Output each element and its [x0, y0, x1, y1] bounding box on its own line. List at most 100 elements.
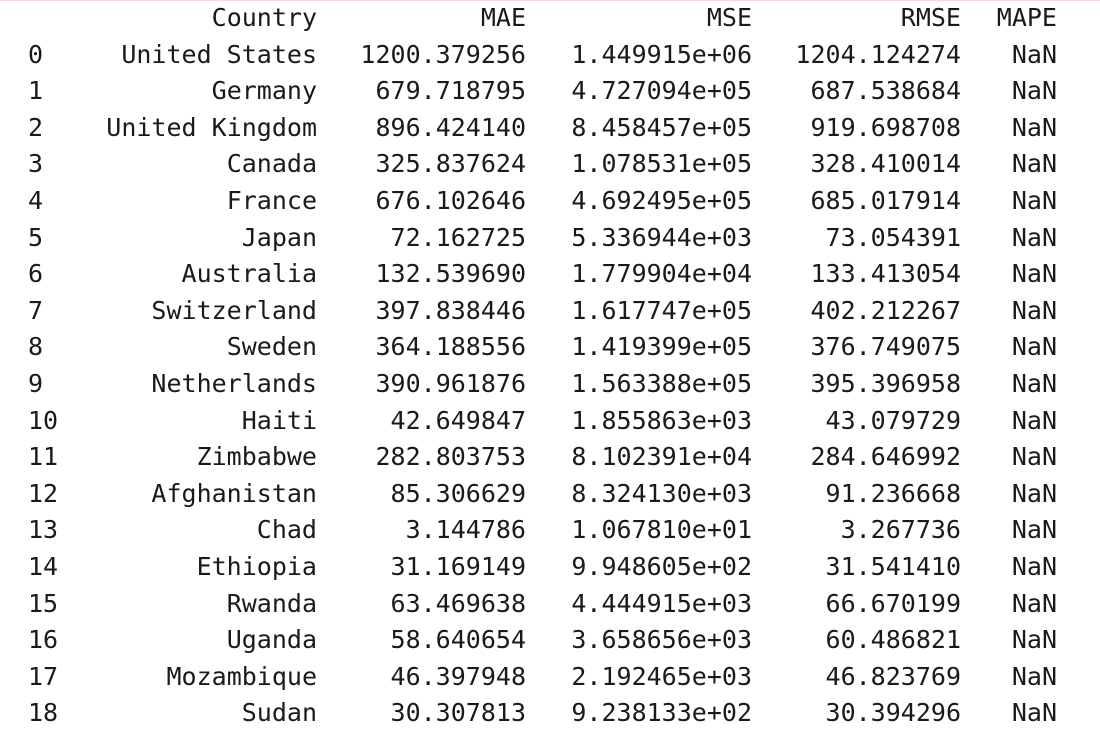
rmse-cell: 328.410014: [810, 149, 961, 179]
mae-cell: 390.961876: [375, 368, 526, 398]
table-row: 8 Sweden 364.188556 1.419399e+05 376.749075 N…: [0, 329, 1057, 366]
header-country: Country: [211, 3, 317, 32]
mse-cell: 9.948605e+02: [571, 551, 752, 581]
mape-cell: NaN: [1011, 661, 1057, 691]
mse-cell: 4.444915e+03: [571, 588, 752, 618]
mse-cell: 1.855863e+03: [571, 405, 752, 435]
row-index: 9: [28, 368, 44, 398]
row-index: 7: [28, 295, 44, 325]
mae-cell: 364.188556: [375, 332, 526, 362]
row-index: 5: [28, 222, 44, 252]
table-row: 4 France 676.102646 4.692495e+05 685.017914 N…: [0, 183, 1057, 220]
mse-cell: 8.324130e+03: [571, 478, 752, 508]
table-row: 12 Afghanistan 85.306629 8.324130e+03 91.236…: [0, 476, 1057, 513]
country-cell: Netherlands: [151, 368, 317, 398]
header-mse: MSE: [706, 3, 752, 32]
mae-cell: 46.397948: [390, 661, 526, 691]
mse-cell: 4.692495e+05: [571, 185, 752, 215]
mae-cell: 679.718795: [375, 76, 526, 106]
mape-cell: NaN: [1011, 698, 1057, 728]
country-cell: Ethiopia: [196, 551, 317, 581]
rmse-cell: 284.646992: [810, 442, 961, 472]
mae-cell: 3.144786: [405, 515, 526, 545]
row-index: 6: [28, 259, 44, 289]
country-cell: Haiti: [241, 405, 317, 435]
mse-cell: 4.727094e+05: [571, 76, 752, 106]
mse-cell: 1.067810e+01: [571, 515, 752, 545]
mse-cell: 1.779904e+04: [571, 259, 752, 289]
rmse-cell: 30.394296: [825, 698, 961, 728]
table-row: 15 Rwanda 63.469638 4.444915e+03 66.670199 Na…: [0, 586, 1057, 623]
mae-cell: 132.539690: [375, 259, 526, 289]
mae-cell: 42.649847: [390, 405, 526, 435]
mape-cell: NaN: [1011, 295, 1057, 325]
mape-cell: NaN: [1011, 222, 1057, 252]
row-index: 2: [28, 112, 44, 142]
table-row: 16 Uganda 58.640654 3.658656e+03 60.486821 Na…: [0, 622, 1057, 659]
mape-cell: NaN: [1011, 332, 1057, 362]
header-rmse: RMSE: [900, 3, 961, 32]
mae-cell: 282.803753: [375, 442, 526, 472]
table-row: 3 Canada 325.837624 1.078531e+05 328.410014 N…: [0, 146, 1057, 183]
row-index: 14: [28, 551, 59, 581]
row-index: 12: [28, 478, 59, 508]
mape-cell: NaN: [1011, 39, 1057, 69]
table-row: 6 Australia 132.539690 1.779904e+04 133.4130…: [0, 256, 1057, 293]
table-row: 0 United States 1200.379256 1.449915e+06 120…: [0, 37, 1057, 74]
table-row: 9 Netherlands 390.961876 1.563388e+05 395.39…: [0, 366, 1057, 403]
mse-cell: 3.658656e+03: [571, 625, 752, 655]
country-cell: Germany: [211, 76, 317, 106]
rmse-cell: 376.749075: [810, 332, 961, 362]
country-cell: Afghanistan: [151, 478, 317, 508]
rmse-cell: 60.486821: [825, 625, 961, 655]
mape-cell: NaN: [1011, 405, 1057, 435]
mse-cell: 5.336944e+03: [571, 222, 752, 252]
mae-cell: 896.424140: [375, 112, 526, 142]
row-index: 8: [28, 332, 44, 362]
header-mape: MAPE: [996, 3, 1057, 32]
rmse-cell: 31.541410: [825, 551, 961, 581]
mae-cell: 85.306629: [390, 478, 526, 508]
mae-cell: 1200.379256: [360, 39, 526, 69]
row-index: 18: [28, 698, 59, 728]
country-cell: Australia: [181, 259, 317, 289]
table-row: 2 United Kingdom 896.424140 8.458457e+05 919…: [0, 110, 1057, 147]
header-mae: MAE: [480, 3, 526, 32]
country-cell: France: [226, 185, 317, 215]
top-divider: [0, 0, 1100, 1]
mape-cell: NaN: [1011, 515, 1057, 545]
mape-cell: NaN: [1011, 368, 1057, 398]
mse-cell: 2.192465e+03: [571, 661, 752, 691]
country-cell: United Kingdom: [106, 112, 317, 142]
country-cell: Switzerland: [151, 295, 317, 325]
dataframe-table: Country MAE MSE RMSE MAPE 0 United States…: [0, 3, 1057, 732]
mape-cell: NaN: [1011, 588, 1057, 618]
row-index: 0: [28, 39, 44, 69]
mae-cell: 72.162725: [390, 222, 526, 252]
mse-cell: 1.563388e+05: [571, 368, 752, 398]
mse-cell: 1.449915e+06: [571, 39, 752, 69]
table-row: 14 Ethiopia 31.169149 9.948605e+02 31.541410…: [0, 549, 1057, 586]
country-cell: Sweden: [226, 332, 317, 362]
mae-cell: 58.640654: [390, 625, 526, 655]
rmse-cell: 91.236668: [825, 478, 961, 508]
mse-cell: 9.238133e+02: [571, 698, 752, 728]
row-index: 3: [28, 149, 44, 179]
table-row: 10 Haiti 42.649847 1.855863e+03 43.079729 NaN: [0, 403, 1057, 440]
country-cell: Japan: [241, 222, 317, 252]
mae-cell: 31.169149: [390, 551, 526, 581]
row-index: 13: [28, 515, 59, 545]
mae-cell: 397.838446: [375, 295, 526, 325]
table-row: 1 Germany 679.718795 4.727094e+05 687.538684…: [0, 73, 1057, 110]
mae-cell: 63.469638: [390, 588, 526, 618]
rmse-cell: 73.054391: [825, 222, 961, 252]
table-row: 7 Switzerland 397.838446 1.617747e+05 402.21…: [0, 293, 1057, 330]
rmse-cell: 919.698708: [810, 112, 961, 142]
table-body: 0 United States 1200.379256 1.449915e+06 120…: [0, 37, 1057, 732]
mse-cell: 8.458457e+05: [571, 112, 752, 142]
country-cell: Chad: [256, 515, 317, 545]
rmse-cell: 395.396958: [810, 368, 961, 398]
country-cell: Mozambique: [166, 661, 317, 691]
mape-cell: NaN: [1011, 259, 1057, 289]
row-index: 16: [28, 625, 59, 655]
